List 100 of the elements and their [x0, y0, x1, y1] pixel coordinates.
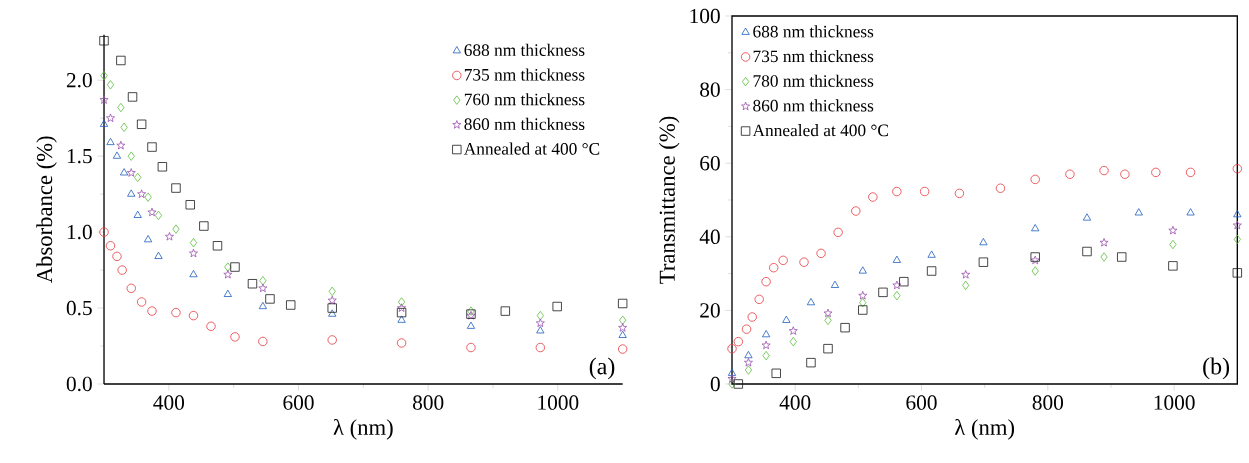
point [223, 289, 232, 297]
point [878, 287, 888, 298]
point [761, 340, 771, 350]
point [727, 374, 737, 383]
point [617, 298, 628, 309]
point [919, 186, 930, 197]
point [116, 140, 126, 150]
legend-label: 760 nm thickness [464, 93, 585, 106]
point [258, 336, 268, 347]
x-tick-label: 800 [412, 395, 444, 410]
point [116, 55, 126, 66]
point [979, 238, 988, 246]
point [500, 306, 510, 316]
point [259, 276, 267, 286]
point [230, 262, 240, 272]
legend-label: 735 nm thickness [753, 49, 874, 63]
point [618, 330, 627, 338]
point [127, 151, 135, 161]
legend-label: 780 nm thickness [753, 74, 874, 87]
annotation: (b) [1203, 357, 1230, 380]
point [617, 344, 628, 354]
point [1065, 169, 1075, 179]
point [995, 183, 1006, 193]
point [328, 286, 336, 297]
point [144, 235, 153, 243]
point [120, 122, 128, 132]
point [851, 206, 861, 216]
legend-label: Annealed at 400 °C [463, 142, 600, 155]
point [397, 303, 407, 312]
point [927, 250, 936, 258]
point [154, 210, 163, 221]
point [788, 326, 798, 335]
point [397, 315, 406, 323]
point [799, 257, 809, 267]
point [189, 238, 198, 248]
point [744, 350, 753, 359]
x-tick-label: 400 [779, 395, 811, 410]
point [762, 330, 771, 338]
point [754, 294, 764, 305]
point [868, 192, 878, 202]
point [328, 309, 337, 317]
point [859, 297, 867, 308]
y-tick-label: 60 [700, 156, 720, 171]
y-axis-title: Absorbance (%) [36, 136, 57, 284]
point [99, 119, 109, 127]
point [206, 321, 216, 331]
point [789, 337, 797, 347]
x-axis-title: λ (nm) [333, 418, 393, 440]
point [782, 315, 791, 323]
point [892, 255, 901, 263]
point [258, 283, 268, 293]
point [133, 210, 142, 218]
point [1233, 234, 1241, 245]
legend-label: Annealed at 400 °C [752, 124, 888, 137]
x-axis-title: λ (nm) [954, 418, 1015, 440]
point [1168, 225, 1178, 235]
point [286, 300, 296, 310]
legend-label: 735 nm thickness [464, 68, 585, 81]
point [136, 119, 147, 129]
point [117, 265, 127, 275]
point [833, 227, 843, 238]
point [840, 323, 850, 333]
point [1099, 165, 1109, 176]
point [165, 231, 174, 241]
point [327, 295, 337, 305]
point [106, 113, 115, 123]
y-tick-label: 0.5 [66, 300, 92, 316]
point [728, 379, 736, 389]
point [172, 224, 180, 234]
point [892, 280, 902, 290]
point [733, 379, 743, 389]
point [1082, 213, 1092, 221]
point [741, 324, 752, 334]
point [327, 335, 337, 345]
point [1117, 252, 1127, 262]
point [171, 183, 181, 193]
point [778, 255, 788, 266]
point [106, 137, 115, 146]
point [743, 357, 753, 367]
point [223, 269, 233, 279]
point [962, 280, 970, 291]
point [126, 168, 136, 177]
point [99, 36, 109, 46]
annotation: (a) [589, 357, 615, 380]
point [147, 207, 157, 217]
point [136, 297, 147, 307]
point [1232, 268, 1242, 278]
point [258, 301, 267, 310]
point [961, 270, 971, 279]
y-tick-label: 0 [710, 376, 720, 392]
point [247, 279, 258, 289]
point [830, 280, 840, 288]
point [147, 306, 157, 316]
point [126, 283, 136, 293]
point [806, 297, 816, 306]
legend-label: 688 nm thickness [753, 25, 874, 38]
point [1100, 252, 1108, 262]
point [171, 307, 181, 318]
point [112, 151, 122, 159]
point [1169, 239, 1177, 250]
